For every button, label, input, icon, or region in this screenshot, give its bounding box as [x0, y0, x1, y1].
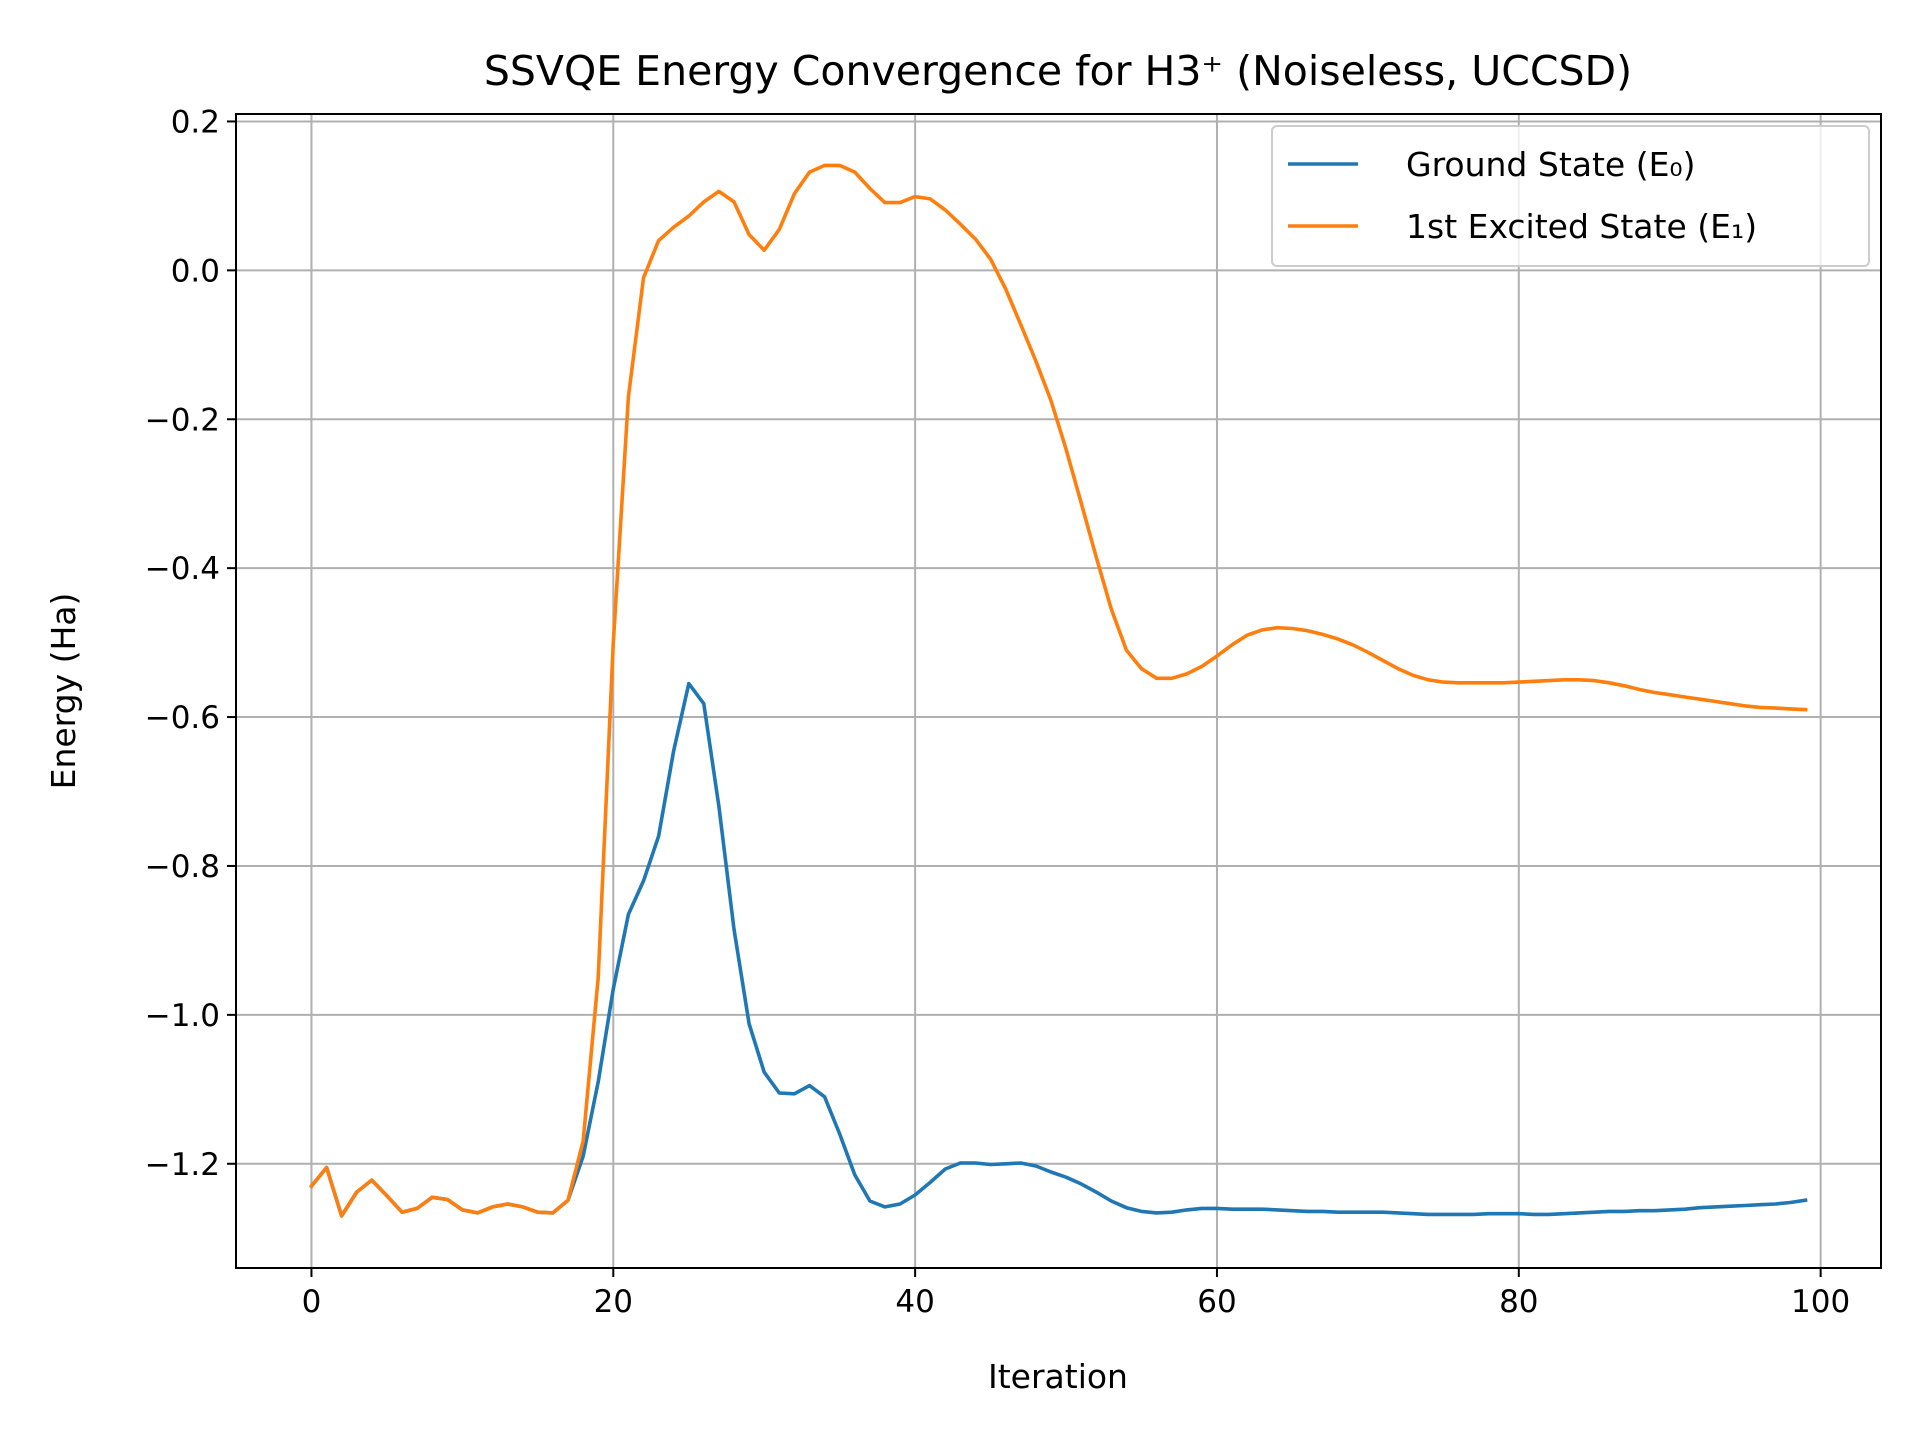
series-lines [308, 163, 1808, 1218]
x-tick-label: 40 [895, 1284, 934, 1320]
x-tick-label: 60 [1197, 1284, 1236, 1320]
chart-title: SSVQE Energy Convergence for H3⁺ (Noisel… [484, 47, 1632, 95]
y-tick-label: −1.0 [145, 998, 220, 1034]
y-tick-label: −0.6 [145, 700, 220, 736]
legend-box [1271, 125, 1870, 267]
plot-area-frame [235, 113, 1882, 1269]
y-axis-label: Energy (Ha) [44, 593, 83, 790]
legend-label-0: Ground State (E₀) [1406, 145, 1696, 184]
x-tick-label: 80 [1499, 1284, 1538, 1320]
axis-ticks: 0 20 40 60 80 100 0.2 0.0 −0.2 −0.4 −0.6 −0.8 −1.0 −1… [145, 104, 1851, 1320]
y-tick-label: −1.2 [145, 1147, 220, 1183]
y-tick-label: −0.8 [145, 849, 220, 885]
x-tick-label: 20 [594, 1284, 633, 1320]
legend-label-1: 1st Excited State (E₁) [1406, 207, 1757, 246]
legend: Ground State (E₀) 1st Excited State (E₁) [1271, 125, 1870, 267]
y-tick-label: −0.4 [145, 551, 220, 587]
x-tick-label: 100 [1791, 1284, 1850, 1320]
gridlines [236, 114, 1881, 1268]
x-tick-label: 0 [302, 1284, 322, 1320]
y-tick-label: 0.2 [171, 104, 220, 140]
x-axis-label: Iteration [988, 1357, 1128, 1396]
y-tick-label: 0.0 [171, 253, 220, 289]
series-line-1 [308, 163, 1808, 1218]
y-tick-label: −0.2 [145, 402, 220, 438]
